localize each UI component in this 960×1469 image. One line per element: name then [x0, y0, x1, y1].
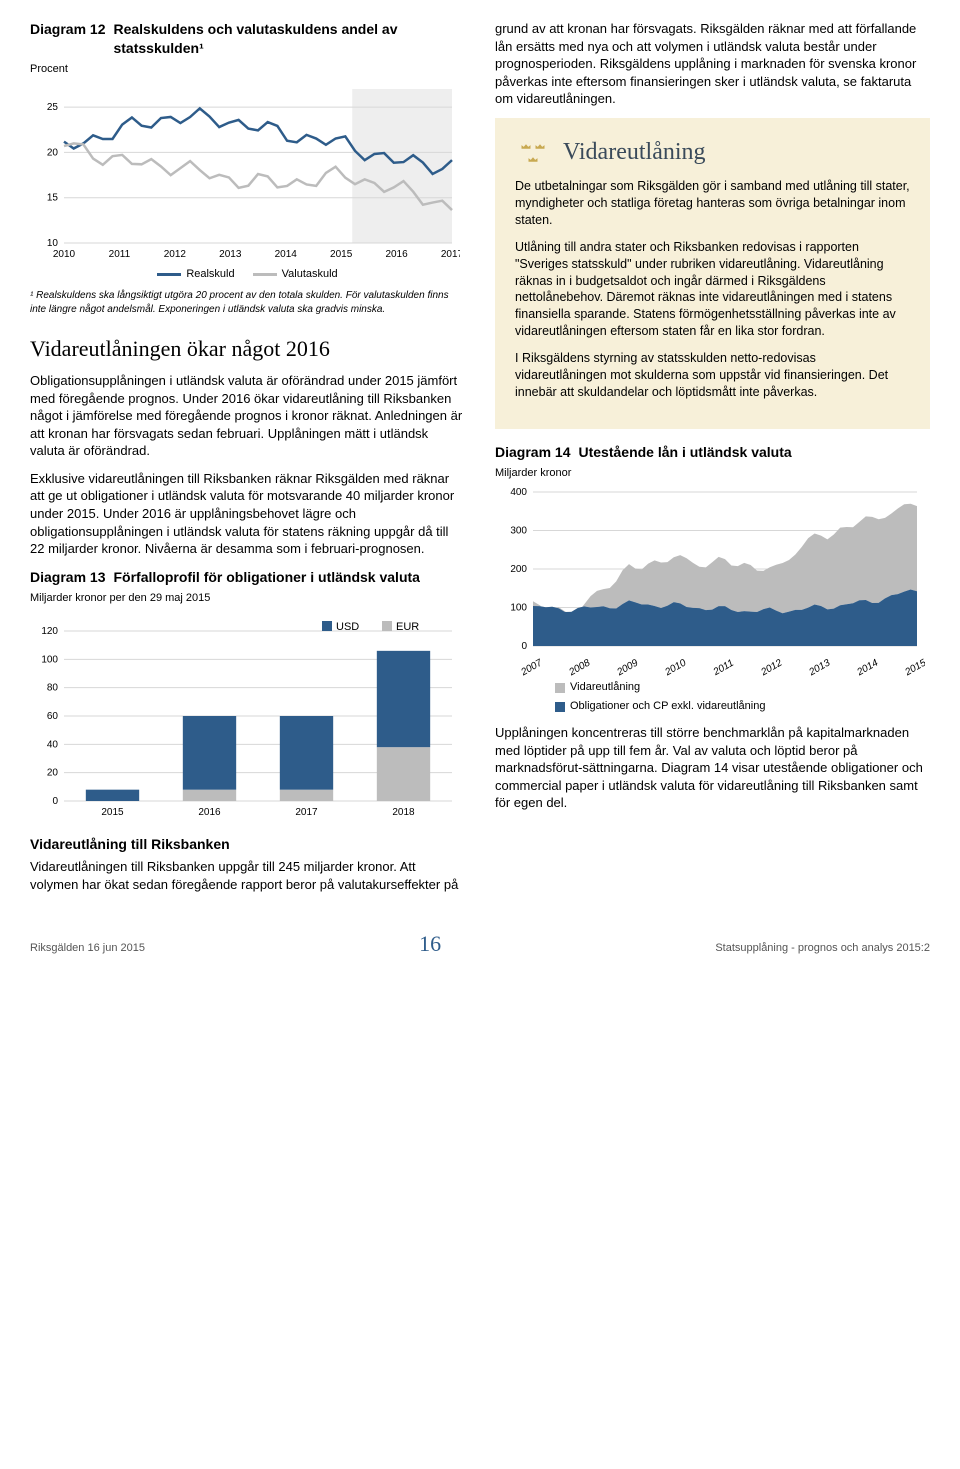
svg-text:40: 40 [47, 740, 59, 751]
info-box-vidareutlaning: Vidareutlåning De utbetalningar som Riks… [495, 118, 930, 429]
svg-text:EUR: EUR [396, 621, 419, 633]
chart13: 0 20 40 60 80 100 120 USD EUR 2015 2016 2017 2018 [30, 611, 465, 821]
info-p1: De utbetalningar som Riksgälden gör i sa… [515, 178, 910, 229]
svg-text:0: 0 [521, 641, 527, 652]
chart14-yunit: Miljarder kronor [495, 466, 930, 481]
svg-text:20: 20 [47, 768, 59, 779]
chart14-svg: 0 100 200 300 400 2007 2008 2009 2010 2011 2012 201… [495, 486, 925, 676]
svg-text:15: 15 [47, 192, 59, 203]
chart14-number: Diagram 14 [495, 443, 570, 462]
info-p2: Utlåning till andra stater och Riksbanke… [515, 239, 910, 340]
svg-text:2015: 2015 [101, 807, 124, 818]
chart12-yunit: Procent [30, 62, 465, 77]
chart13-yunit: Miljarder kronor per den 29 maj 2015 [30, 591, 465, 606]
svg-text:2013: 2013 [806, 658, 832, 677]
svg-text:2014: 2014 [854, 658, 880, 677]
svg-text:2012: 2012 [758, 658, 784, 677]
chart13-svg: 0 20 40 60 80 100 120 USD EUR 2015 2016 2017 2018 [30, 611, 460, 821]
sub-heading: Vidareutlåning till Riksbanken [30, 835, 465, 854]
svg-text:2014: 2014 [275, 249, 298, 260]
svg-text:25: 25 [47, 102, 59, 113]
chart13-number: Diagram 13 [30, 568, 105, 587]
footer-page: 16 [419, 929, 441, 959]
svg-text:10: 10 [47, 238, 59, 249]
svg-text:300: 300 [510, 526, 527, 537]
svg-text:2010: 2010 [662, 658, 688, 677]
legend-valutaskuld: Valutaskuld [253, 267, 338, 282]
section-heading: Vidareutlåningen ökar något 2016 [30, 334, 465, 364]
left-p2: Exklusive vidareutlåningen till Riksbank… [30, 470, 465, 558]
chart14: 0 100 200 300 400 2007 2008 2009 2010 2011 2012 201… [495, 486, 930, 714]
svg-text:2009: 2009 [614, 658, 640, 677]
left-column: Diagram 12 Realskuldens och valutaskulde… [30, 20, 465, 903]
chart12-legend: Realskuld Valutaskuld [30, 267, 465, 282]
chart12-svg: 10 15 20 25 2010 2011 2012 2013 2014 2015 2016 2017 [30, 83, 460, 263]
svg-text:100: 100 [41, 655, 58, 666]
svg-text:2016: 2016 [198, 807, 221, 818]
svg-text:0: 0 [52, 796, 58, 807]
info-title: Vidareutlåning [563, 136, 706, 168]
svg-text:2016: 2016 [385, 249, 408, 260]
chart13-title: Diagram 13 Förfalloprofil för obligation… [30, 568, 465, 587]
footer-left: Riksgälden 16 jun 2015 [30, 941, 145, 956]
right-column: grund av att kronan har försvagats. Riks… [495, 20, 930, 903]
crowns-icon [515, 137, 551, 167]
svg-text:2011: 2011 [109, 249, 131, 260]
chart14-title: Diagram 14 Utestående lån i utländsk val… [495, 443, 930, 462]
right-p-top: grund av att kronan har försvagats. Riks… [495, 20, 930, 108]
svg-text:2018: 2018 [392, 807, 415, 818]
left-p1: Obligationsupplåningen i utländsk valuta… [30, 372, 465, 460]
svg-text:2010: 2010 [53, 249, 76, 260]
svg-text:80: 80 [47, 683, 59, 694]
chart12-title-text: Realskuldens och valutaskuldens andel av… [113, 20, 465, 58]
svg-text:60: 60 [47, 711, 59, 722]
chart12: 10 15 20 25 2010 2011 2012 2013 2014 2015 2016 2017… [30, 83, 465, 282]
svg-text:2017: 2017 [295, 807, 318, 818]
legend-vidareutlaning: Vidareutlåning [555, 680, 640, 695]
svg-text:400: 400 [510, 487, 527, 498]
svg-text:2012: 2012 [164, 249, 187, 260]
footer-right: Statsupplåning - prognos och analys 2015… [715, 941, 930, 956]
svg-text:USD: USD [336, 621, 359, 633]
chart12-title: Diagram 12 Realskuldens och valutaskulde… [30, 20, 465, 58]
svg-text:2013: 2013 [219, 249, 242, 260]
svg-text:2007: 2007 [518, 658, 544, 677]
chart13-title-text: Förfalloprofil för obligationer i utländ… [113, 568, 419, 587]
legend-oblig: Obligationer och CP exkl. vidareutlåning [555, 699, 765, 714]
page-footer: Riksgälden 16 jun 2015 16 Statsupplåning… [30, 929, 930, 959]
svg-text:2015: 2015 [330, 249, 353, 260]
svg-text:120: 120 [41, 626, 58, 637]
svg-text:2011: 2011 [711, 658, 736, 676]
left-p3: Vidareutlåningen till Riksbanken uppgår … [30, 858, 465, 893]
chart14-title-text: Utestående lån i utländsk valuta [578, 443, 791, 462]
chart12-footnote: ¹ Realskuldens ska långsiktigt utgöra 20… [30, 289, 465, 316]
chart12-number: Diagram 12 [30, 20, 105, 39]
svg-text:2008: 2008 [566, 658, 592, 677]
svg-text:2017: 2017 [441, 249, 460, 260]
legend-realskuld: Realskuld [157, 267, 234, 282]
svg-text:20: 20 [47, 147, 59, 158]
svg-text:2015: 2015 [902, 658, 925, 677]
right-p-bottom: Upplåningen koncentreras till större ben… [495, 724, 930, 812]
svg-text:200: 200 [510, 564, 527, 575]
info-p3: I Riksgäldens styrning av statsskulden n… [515, 350, 910, 401]
chart14-legend: Vidareutlåning Obligationer och CP exkl.… [555, 680, 930, 714]
svg-text:100: 100 [510, 603, 527, 614]
